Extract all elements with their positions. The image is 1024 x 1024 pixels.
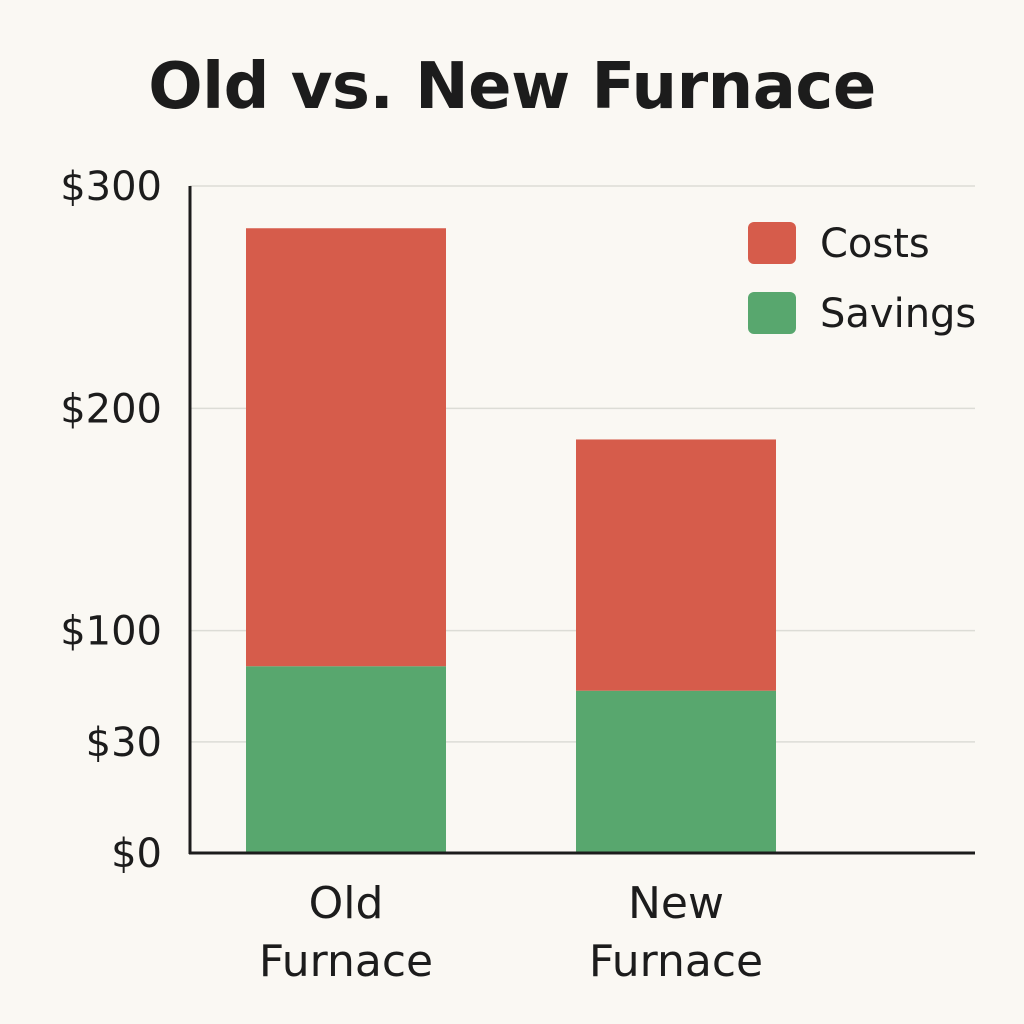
- x-category-labels: Old Furnace New Furnace: [259, 878, 763, 987]
- chart-title: Old vs. New Furnace: [148, 50, 876, 124]
- legend-swatch-savings: [748, 292, 796, 334]
- x-category-label: New: [628, 878, 724, 929]
- x-category-label: Old: [309, 878, 384, 929]
- bar-savings: [576, 690, 776, 853]
- y-tick-label: $300: [60, 164, 162, 210]
- y-tick-label: $100: [60, 609, 162, 655]
- legend-swatch-costs: [748, 222, 796, 264]
- axes: [188, 186, 975, 855]
- legend-label-savings: Savings: [820, 291, 976, 337]
- bar-costs: [246, 228, 446, 667]
- bar-savings: [246, 666, 446, 853]
- bars: [246, 228, 776, 853]
- y-tick-labels: $0 $30 $100 $200 $300: [60, 164, 162, 877]
- y-tick-label: $200: [60, 386, 162, 432]
- bar-costs: [576, 439, 776, 691]
- legend: Costs Savings: [748, 221, 976, 337]
- x-category-label: Furnace: [589, 936, 763, 987]
- legend-label-costs: Costs: [820, 221, 930, 267]
- y-tick-label: $0: [111, 831, 162, 877]
- y-tick-label: $30: [86, 720, 162, 766]
- x-category-label: Furnace: [259, 936, 433, 987]
